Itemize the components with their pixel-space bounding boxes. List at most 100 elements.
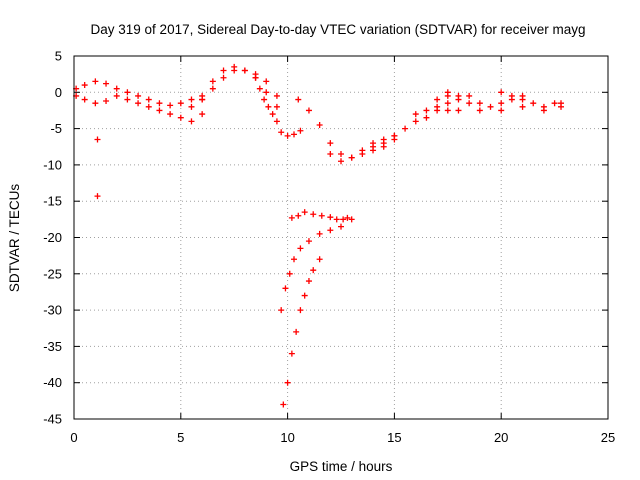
data-point — [167, 111, 174, 118]
data-point — [318, 212, 325, 219]
data-point — [156, 107, 163, 114]
data-point — [295, 96, 302, 103]
data-point — [305, 238, 312, 245]
data-point — [498, 107, 505, 114]
data-point — [466, 92, 473, 99]
data-point — [423, 114, 430, 121]
data-point — [380, 140, 387, 147]
data-point — [327, 227, 334, 234]
y-tick-label: -15 — [43, 194, 62, 209]
series-isolated — [94, 136, 101, 200]
y-tick-label: -5 — [50, 121, 62, 136]
data-point — [103, 80, 110, 87]
data-point — [92, 100, 99, 107]
data-point — [94, 193, 101, 200]
data-point — [359, 147, 366, 154]
data-point — [273, 92, 280, 99]
data-point — [466, 100, 473, 107]
data-point — [231, 67, 238, 74]
data-point — [291, 131, 298, 138]
y-tick-label: -40 — [43, 375, 62, 390]
data-point — [273, 103, 280, 110]
series-short-arc — [278, 127, 304, 139]
series-morning-descent — [252, 74, 280, 125]
data-point — [305, 278, 312, 285]
data-point — [455, 107, 462, 114]
y-tick-label: -25 — [43, 266, 62, 281]
data-point — [327, 151, 334, 158]
data-point — [263, 89, 270, 96]
data-point — [286, 270, 293, 277]
series-plateau-minus17 — [288, 209, 351, 223]
data-point — [487, 103, 494, 110]
series-afternoon-dip-b — [327, 132, 398, 165]
y-axis-label: SDTVAR / TECUs — [7, 184, 22, 293]
data-point — [508, 92, 515, 99]
data-point — [135, 100, 142, 107]
data-point — [241, 67, 248, 74]
x-tick-label: 10 — [280, 430, 294, 445]
data-point — [220, 67, 227, 74]
data-point — [220, 74, 227, 81]
grid — [74, 56, 608, 419]
data-point — [412, 111, 419, 118]
data-point — [177, 114, 184, 121]
data-point — [297, 127, 304, 134]
data-point — [145, 103, 152, 110]
data-point — [263, 78, 270, 85]
x-axis-label: GPS time / hours — [290, 459, 393, 474]
data-point — [188, 96, 195, 103]
data-point — [291, 256, 298, 263]
data-point — [199, 96, 206, 103]
data-point — [81, 96, 88, 103]
y-tick-label: -20 — [43, 230, 62, 245]
data-point — [444, 89, 451, 96]
data-point — [340, 216, 347, 223]
data-point — [540, 107, 547, 114]
data-point — [338, 223, 344, 230]
data-point — [252, 74, 259, 81]
y-tick-label: 5 — [55, 49, 62, 64]
data-point — [288, 350, 295, 357]
data-point — [297, 245, 304, 252]
data-point — [145, 96, 152, 103]
series-steep-rise-b — [280, 256, 323, 408]
data-point — [92, 78, 99, 85]
data-point — [476, 107, 483, 114]
series-steep-rise-a — [278, 216, 355, 314]
data-point — [476, 100, 483, 107]
y-tick-label: -35 — [43, 339, 62, 354]
data-point — [167, 102, 174, 109]
data-point — [124, 96, 131, 103]
data-point — [338, 158, 344, 165]
data-point — [288, 214, 295, 221]
data-point — [273, 118, 280, 125]
data-point — [256, 85, 263, 92]
data-point — [113, 85, 120, 92]
y-tick-label: -45 — [43, 412, 62, 427]
x-tick-label: 5 — [177, 430, 184, 445]
y-tick-label: -30 — [43, 303, 62, 318]
series-morning-peak-b — [199, 67, 280, 103]
axis-ticks: 0 5 10 15 20 25 5 0 -5 -10 -15 -20 -25 -30 -35 -40 -45 — [43, 49, 615, 446]
data-point — [156, 100, 163, 107]
data-point — [402, 125, 409, 132]
data-point — [135, 92, 142, 99]
data-point — [498, 89, 505, 96]
data-point — [94, 136, 101, 143]
data-point — [113, 92, 120, 99]
data-point — [412, 118, 419, 125]
data-point — [282, 285, 289, 292]
data-point — [301, 292, 308, 299]
data-point — [103, 98, 110, 105]
data-point — [280, 401, 287, 408]
series-afternoon-recovery — [370, 100, 451, 150]
data-point — [434, 96, 441, 103]
data-point — [444, 100, 451, 107]
data-point — [269, 111, 276, 118]
x-tick-label: 0 — [70, 430, 77, 445]
data-point — [209, 85, 216, 92]
x-tick-label: 20 — [494, 430, 508, 445]
data-point — [284, 132, 291, 139]
